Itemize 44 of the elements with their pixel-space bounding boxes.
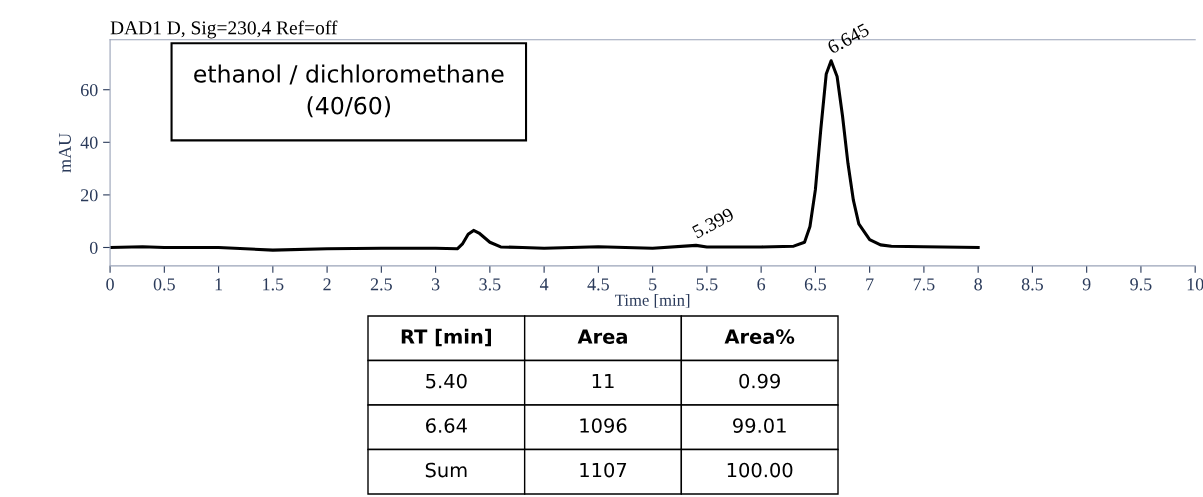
- text: 1096: [580, 418, 627, 433]
- x-tick-label: 3.5: [479, 278, 501, 291]
- x-tick-label: 5.5: [696, 278, 718, 291]
- x-tick-label: 8.5: [1021, 278, 1043, 291]
- x-tick-label: 7: [866, 278, 874, 291]
- chart-title: DAD1 D, Sig=230,4 Ref=off: [110, 20, 338, 39]
- x-tick-label: 1: [215, 278, 223, 291]
- x-tick-label: 8: [974, 278, 982, 291]
- text: 99.01: [733, 418, 786, 433]
- x-tick-label: 3: [431, 278, 440, 291]
- text: 0.99: [739, 373, 780, 389]
- x-tick-label: 4: [539, 278, 549, 291]
- annotation: 6.645: [826, 22, 870, 55]
- line-series: [110, 59, 980, 252]
- y-tick-label: 0: [89, 241, 98, 254]
- x-tick-label: 7.5: [913, 278, 935, 291]
- x-tick-label: 2.5: [370, 278, 392, 291]
- x-tick-label: 0: [106, 278, 114, 291]
- x-tick-label: 6: [757, 278, 766, 291]
- text: 6.64: [426, 418, 467, 433]
- x-tick-label: 2: [323, 278, 331, 291]
- x-tick-label: 6.5: [804, 278, 826, 291]
- x-tick-label: 5: [649, 278, 657, 291]
- text: 11: [592, 373, 614, 389]
- y-tick-label: 40: [80, 136, 98, 149]
- x-tick-label: 4.5: [587, 278, 609, 291]
- text: Area%: [724, 329, 795, 344]
- x-tick-label: 9: [1082, 278, 1091, 291]
- text: Sum: [425, 462, 467, 478]
- x-tick-label: 10: [1187, 278, 1203, 291]
- x-tick-label: 1.5: [263, 278, 284, 291]
- x-tick-label: 9.5: [1130, 278, 1152, 291]
- y-tick-label: 20: [81, 189, 98, 202]
- text: 5.40: [426, 373, 467, 389]
- text: RT [min]: [401, 328, 491, 347]
- annotation: 5.399: [691, 207, 735, 239]
- y-tick-label: 60: [80, 83, 98, 97]
- annotation: ethanol / dichloromethane (40/60): [194, 64, 504, 118]
- text: 100.00: [727, 462, 793, 478]
- text: 1107: [580, 462, 627, 478]
- x-axis-title: Time [min]: [615, 294, 690, 308]
- text: Area: [577, 329, 627, 344]
- x-tick-label: 0.5: [153, 278, 175, 291]
- y-axis-title: mAU: [58, 133, 71, 173]
